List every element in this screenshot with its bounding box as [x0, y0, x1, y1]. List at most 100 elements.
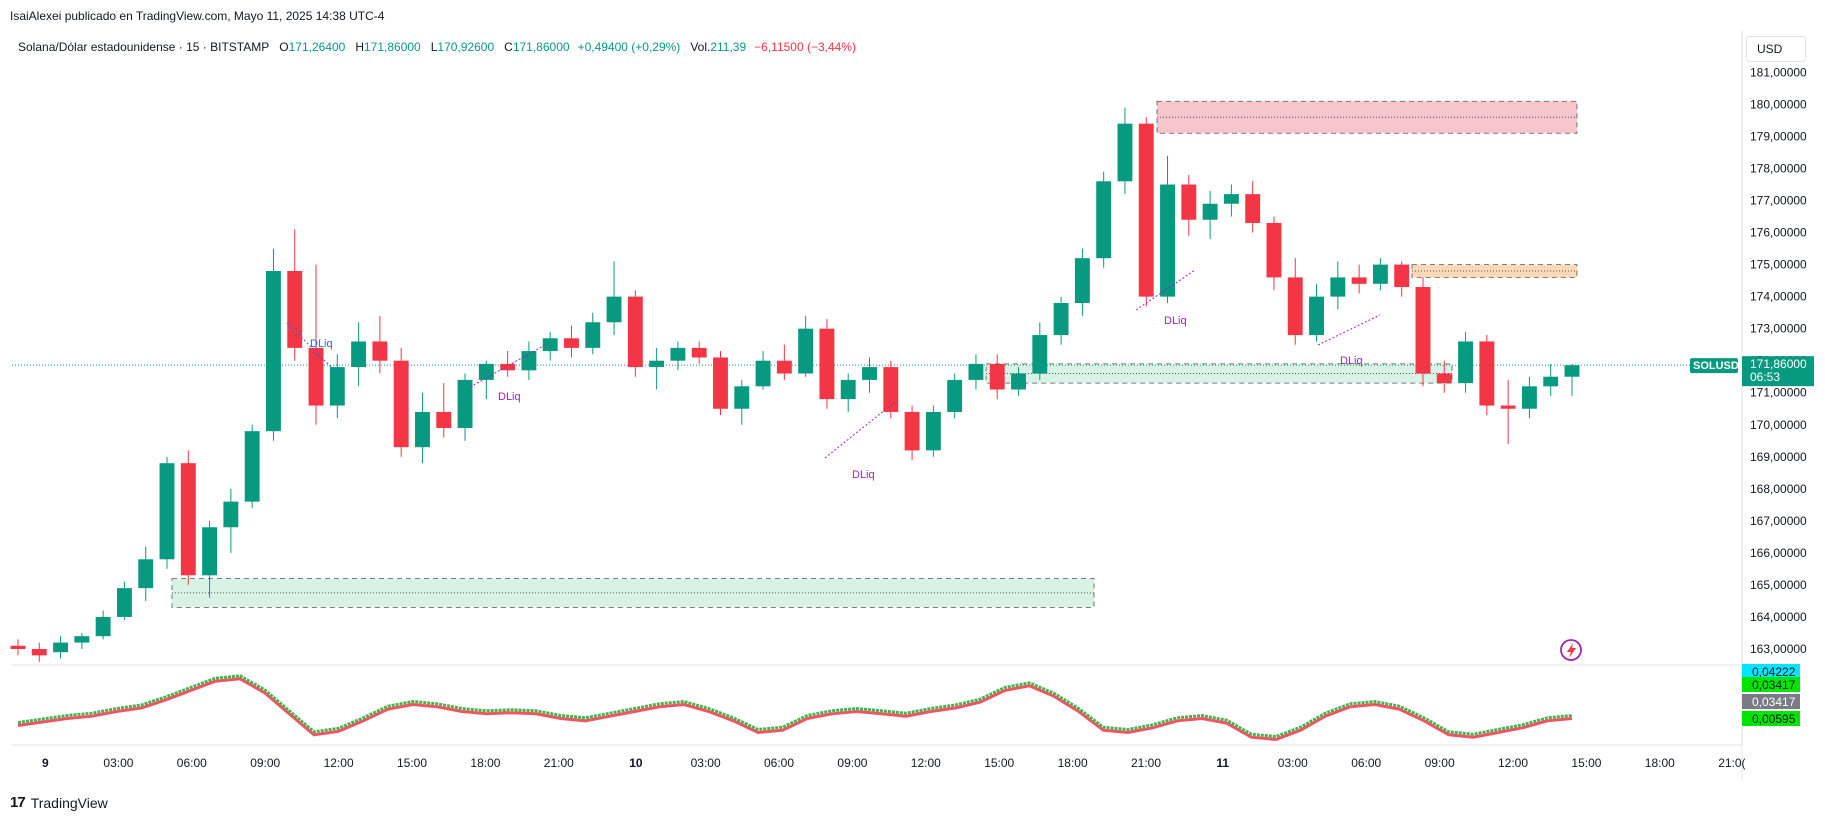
candle-body [798, 328, 814, 374]
time-tick-label: 21:00 [1131, 756, 1161, 770]
candle-body [500, 363, 516, 371]
candle-body [1436, 373, 1452, 384]
open-value: 171,26400 [288, 40, 346, 54]
price-tick-label: 165,00000 [1750, 578, 1807, 592]
candle-body [308, 347, 324, 406]
price-tick-label: 175,00000 [1750, 258, 1807, 272]
price-tick-label: 170,00000 [1750, 418, 1807, 432]
currency-button[interactable]: USD [1746, 36, 1806, 62]
dliq-label: DLiq [498, 391, 521, 403]
candle-body [925, 411, 941, 451]
candle-body [883, 367, 899, 412]
price-tick-label: 169,00000 [1750, 450, 1807, 464]
price-tick-label: 181,00000 [1750, 65, 1807, 79]
tradingview-brand: TradingView [30, 794, 108, 811]
price-tick-label: 179,00000 [1750, 129, 1807, 143]
candle-body [691, 347, 707, 358]
dliq-label: DLiq [310, 338, 333, 350]
price-tick-label: 177,00000 [1750, 194, 1807, 208]
candle-body [1074, 258, 1090, 304]
volume-label: Vol. [690, 40, 711, 54]
candle-body [713, 357, 728, 409]
symbol-badge [1690, 358, 1738, 374]
oscillator-slow-line [17, 677, 1573, 742]
current-price-text: 171,86000 [1750, 357, 1807, 371]
symbol-title[interactable]: Solana/Dólar estadounidense · 15 · BITST… [18, 40, 270, 54]
candle-body [1223, 194, 1239, 204]
price-axis[interactable]: 181,00000 180,00000 179,00000 178,00000 177,… [1690, 65, 1814, 656]
candle-body [989, 363, 1005, 390]
time-tick-label: 18:00 [470, 756, 500, 770]
candle-body [1394, 264, 1410, 288]
zone-supply-small [1411, 264, 1578, 278]
candle-body [1564, 365, 1580, 377]
time-tick-label: 12:00 [324, 756, 354, 770]
low-value: 170,92600 [437, 40, 495, 54]
candle-body [1479, 341, 1495, 406]
chart-frame [12, 30, 1743, 780]
candle-body [457, 379, 473, 428]
tradingview-logo[interactable]: 17 TradingView [10, 794, 108, 811]
price-tick-label: 173,00000 [1750, 322, 1807, 336]
oscillator-pane [17, 674, 1573, 742]
price-tick-label: 180,00000 [1750, 97, 1807, 111]
candle-body [1053, 303, 1069, 336]
time-tick-label: 15:00 [397, 756, 427, 770]
candle-body [819, 328, 835, 400]
time-tick-label: 18:00 [1058, 756, 1088, 770]
candle-body [1160, 184, 1175, 297]
candle-body [329, 367, 345, 406]
oscillator-value-badge [1742, 711, 1800, 726]
candle-body [1202, 203, 1218, 220]
candle-body [840, 379, 856, 400]
time-tick-label: 18:00 [1645, 756, 1675, 770]
time-tick-label: 10 [629, 756, 643, 770]
zones-layer [12, 100, 1692, 608]
candle-body [1415, 287, 1431, 374]
candle-body [606, 296, 622, 323]
candle-body [53, 642, 69, 653]
dliq-label: DLiq [1340, 355, 1363, 367]
volume-change: −6,11500 (−3,44%) [754, 40, 856, 54]
candle-body [1543, 376, 1559, 387]
candle-body [904, 411, 920, 451]
oscillator-value-text: 0,03417 [1752, 678, 1796, 692]
change-value: +0,49400 (+0,29%) [577, 40, 681, 54]
candle-body [1372, 264, 1388, 284]
candles-layer [10, 107, 1580, 662]
time-tick-label: 09:00 [250, 756, 280, 770]
lightning-icon[interactable] [1560, 639, 1582, 661]
candle-body [74, 636, 90, 643]
candle-body [1351, 277, 1367, 284]
candle-body [1287, 277, 1303, 336]
oscillator-fast-line [17, 674, 1573, 739]
high-value: 171,86000 [364, 40, 421, 54]
low-label: L [430, 40, 438, 54]
candle-body [627, 296, 643, 368]
candle-body [202, 527, 218, 576]
time-tick-label: 12:00 [1498, 756, 1528, 770]
close-value: 171,86000 [512, 40, 570, 54]
time-tick-label: 06:00 [1351, 756, 1381, 770]
candle-body [542, 338, 558, 352]
candle-body [1138, 123, 1154, 297]
oscillator-value-badge [1742, 694, 1800, 709]
candle-body [138, 559, 154, 589]
time-tick-label: 03:00 [1278, 756, 1308, 770]
time-tick-label: 11 [1216, 756, 1229, 770]
candle-body [287, 271, 303, 348]
candle-body [478, 363, 494, 380]
candle-body [649, 360, 665, 368]
oscillator-value-badge [1742, 677, 1800, 692]
candle-body [670, 347, 686, 361]
tradingview-mark-icon: 17 [10, 794, 26, 811]
price-tick-label: 164,00000 [1750, 610, 1807, 624]
candle-body [734, 386, 750, 409]
candle-body [1309, 296, 1324, 336]
time-axis[interactable]: 9 03:00 06:00 09:00 12:00 15:00 18:00 21:00 10 03… [42, 756, 1746, 770]
countdown-text: 06:53 [1750, 370, 1780, 384]
candle-body [244, 431, 260, 502]
candle-body [585, 322, 601, 348]
